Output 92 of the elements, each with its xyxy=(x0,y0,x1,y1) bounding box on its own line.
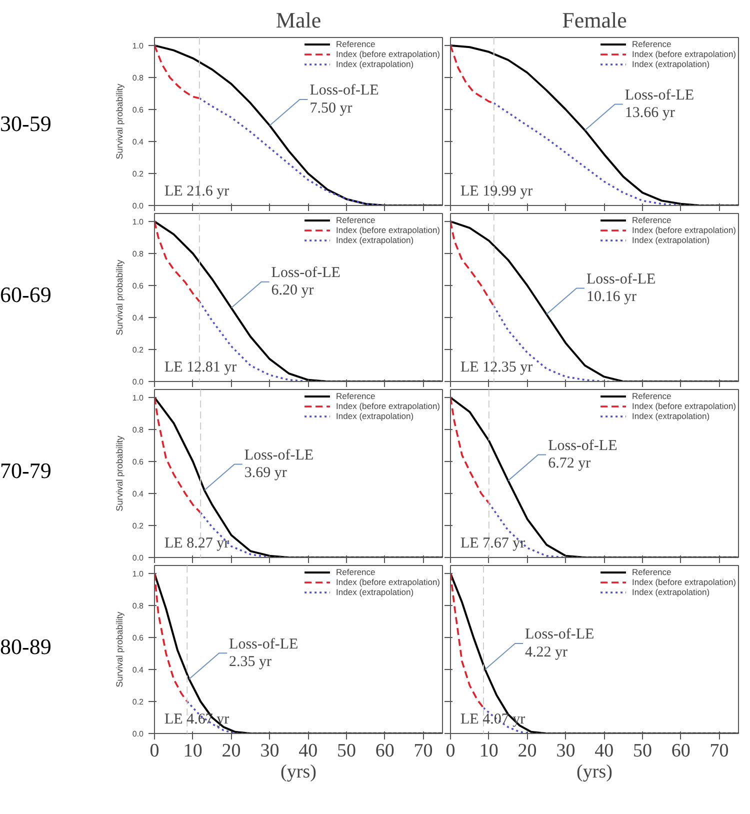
y-tick-label: 0.8 xyxy=(132,426,144,434)
y-tick-label: 0.6 xyxy=(132,106,144,114)
legend-label: Index (extrapolation) xyxy=(336,59,414,69)
x-axis-title: (yrs) xyxy=(280,762,316,782)
legend-label: Index (extrapolation) xyxy=(336,411,414,421)
y-tick-label: 0.0 xyxy=(132,730,144,738)
annotation: Loss-of-LE 10.16 yr xyxy=(586,272,656,306)
legend-label: Reference xyxy=(336,567,376,577)
y-tick-label: 0.4 xyxy=(132,490,144,498)
x-tick-label: 30 xyxy=(556,740,576,762)
x-tick-label: 60 xyxy=(375,740,394,762)
y-tick-label: 0.2 xyxy=(132,698,144,706)
legend-label: Index (extrapolation) xyxy=(632,235,710,245)
y-axis-title: Survival probability xyxy=(114,83,124,160)
legend-label: Index (before extrapolation) xyxy=(336,577,440,587)
legend-label: Reference xyxy=(336,215,376,225)
x-tick-label: 70 xyxy=(414,740,433,762)
x-tick-label: 50 xyxy=(337,740,356,762)
y-axis-title: Survival probability xyxy=(114,259,124,336)
y-tick-label: 0.8 xyxy=(132,74,144,82)
legend-label: Reference xyxy=(632,215,672,225)
legend-label: Index (before extrapolation) xyxy=(336,49,440,59)
legend-label: Reference xyxy=(336,391,376,401)
annotation: Loss-of-LE 13.66 yr xyxy=(624,88,694,122)
x-tick-label: 70 xyxy=(710,740,729,762)
y-tick-label: 0.4 xyxy=(132,314,144,322)
y-tick-label: 0.8 xyxy=(132,250,144,258)
annotation: Loss-of-LE 7.50 yr xyxy=(310,82,379,116)
annotation: Loss-of-LE 6.72 yr xyxy=(548,438,618,472)
y-tick-label: 1.0 xyxy=(132,394,144,402)
y-tick-label: 0.2 xyxy=(132,522,144,530)
legend-label: Index (before extrapolation) xyxy=(336,401,440,411)
x-tick-label: 40 xyxy=(298,740,318,762)
x-tick-label: 30 xyxy=(260,740,280,762)
y-tick-label: 0.6 xyxy=(132,282,144,290)
annotation: LE 21.6 yr xyxy=(164,184,230,200)
legend-label: Reference xyxy=(632,567,672,577)
legend-label: Index (extrapolation) xyxy=(336,235,414,245)
annotation: LE 7.67 yr xyxy=(460,536,526,552)
annotation: LE 12.81 yr xyxy=(164,360,237,376)
chart-title: Female xyxy=(562,8,627,32)
x-axis-title: (yrs) xyxy=(576,762,612,782)
y-axis-title: Survival probability xyxy=(114,435,124,512)
y-tick-label: 0.6 xyxy=(132,634,144,642)
x-tick-label: 0 xyxy=(446,740,456,762)
y-tick-label: 0.0 xyxy=(132,378,144,386)
annotation: LE 4.67 yr xyxy=(164,712,230,728)
legend-label: Reference xyxy=(632,391,672,401)
y-tick-label: 1.0 xyxy=(132,218,144,226)
x-tick-label: 10 xyxy=(183,740,202,762)
text: 80-89 xyxy=(0,633,52,662)
x-tick-label: 50 xyxy=(633,740,652,762)
x-tick-label: 0 xyxy=(150,740,160,762)
x-tick-label: 20 xyxy=(518,740,537,762)
legend-label: Index (before extrapolation) xyxy=(632,225,736,235)
y-tick-label: 0.4 xyxy=(132,138,144,146)
y-tick-label: 0.0 xyxy=(132,554,144,562)
annotation: Loss-of-LE 3.69 yr xyxy=(244,448,314,482)
x-tick-label: 40 xyxy=(594,740,614,762)
annotation: LE 12.35 yr xyxy=(460,360,533,376)
annotation: Loss-of-LE 2.35 yr xyxy=(229,636,298,670)
annotation: LE 19.99 yr xyxy=(460,184,533,200)
annotation: Loss-of-LE 6.20 yr xyxy=(271,265,340,299)
legend-label: Index (before extrapolation) xyxy=(336,225,440,235)
x-tick-label: 60 xyxy=(671,740,690,762)
y-tick-label: 0.8 xyxy=(132,602,144,610)
annotation: LE 8.27 yr xyxy=(164,536,230,552)
text: 60-69 xyxy=(0,281,52,310)
legend-label: Index (before extrapolation) xyxy=(632,577,736,587)
y-tick-label: 1.0 xyxy=(132,570,144,578)
legend-label: Reference xyxy=(336,39,376,49)
text: 30-59 xyxy=(0,110,52,138)
legend-label: Index (extrapolation) xyxy=(632,411,710,421)
legend-label: Index (extrapolation) xyxy=(632,587,710,597)
annotation: LE 4.07 yr xyxy=(460,712,526,728)
legend-label: Index (extrapolation) xyxy=(632,59,710,69)
text: 70-79 xyxy=(0,457,52,486)
y-tick-label: 0.4 xyxy=(132,666,144,674)
y-tick-label: 0.2 xyxy=(132,346,144,354)
legend-label: Index (before extrapolation) xyxy=(632,49,736,59)
y-tick-label: 0.6 xyxy=(132,458,144,466)
x-tick-label: 10 xyxy=(479,740,498,762)
chart-title: Male xyxy=(276,8,322,32)
y-tick-label: 0.0 xyxy=(132,202,144,210)
y-tick-label: 0.2 xyxy=(132,170,144,178)
legend-label: Index (extrapolation) xyxy=(336,587,414,597)
legend-label: Index (before extrapolation) xyxy=(632,401,736,411)
y-tick-label: 1.0 xyxy=(132,42,144,50)
annotation: Loss-of-LE 4.22 yr xyxy=(525,626,594,660)
x-tick-label: 20 xyxy=(222,740,241,762)
legend-label: Reference xyxy=(632,39,672,49)
y-axis-title: Survival probability xyxy=(114,611,124,688)
